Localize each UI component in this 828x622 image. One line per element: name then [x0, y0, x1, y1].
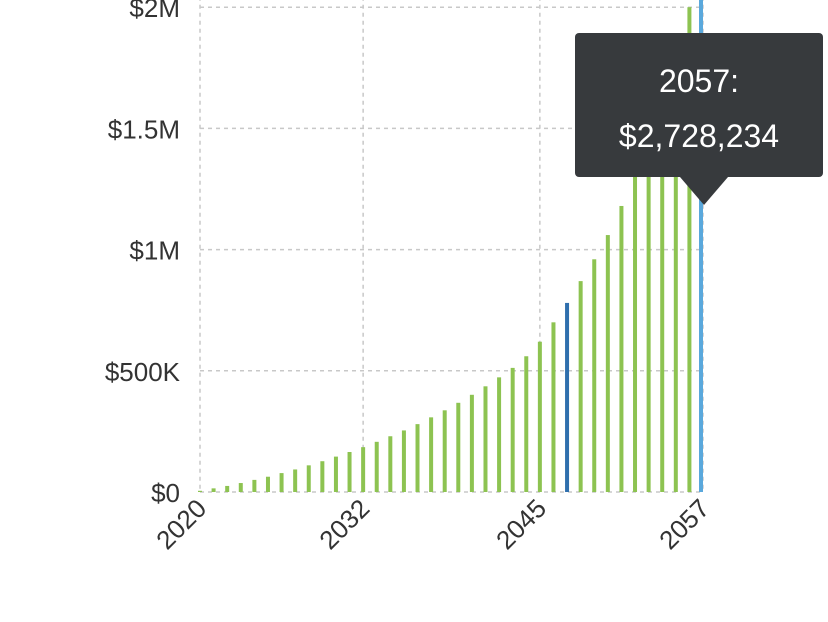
bar-2052[interactable]	[633, 174, 638, 492]
bars	[198, 0, 703, 492]
bar-2031[interactable]	[347, 452, 352, 492]
bar-2027[interactable]	[293, 469, 298, 492]
value-tooltip: 2057: $2,728,234	[575, 33, 823, 177]
x-axis-ticks: 2020 2032 2045 2057	[150, 493, 715, 555]
bar-2028[interactable]	[306, 465, 311, 492]
x-tick-label: 2057	[653, 493, 715, 555]
bar-2043[interactable]	[510, 367, 515, 492]
bar-2041[interactable]	[483, 386, 488, 492]
x-tick-label: 2032	[313, 493, 375, 555]
bar-2029[interactable]	[320, 461, 325, 492]
bar-2056[interactable]	[687, 7, 692, 492]
y-tick-label: $2M	[129, 0, 180, 23]
bar-2042[interactable]	[497, 377, 502, 492]
tooltip-value: $2,728,234	[618, 118, 780, 154]
bar-2055[interactable]	[673, 50, 678, 492]
bar-2039[interactable]	[456, 402, 461, 492]
bar-2049[interactable]	[592, 259, 597, 492]
bar-2026[interactable]	[279, 473, 284, 492]
bar-2050[interactable]	[605, 235, 610, 492]
bar-2032[interactable]	[361, 447, 366, 492]
y-tick-label: $500K	[105, 357, 181, 387]
y-tick-label: $1M	[129, 236, 180, 266]
bar-2051[interactable]	[619, 205, 624, 492]
bar-2047[interactable]	[565, 302, 570, 492]
bar-2057[interactable]	[699, 0, 703, 492]
bar-2045[interactable]	[537, 341, 542, 492]
y-tick-label: $1.5M	[108, 114, 180, 144]
bar-2021[interactable]	[211, 488, 216, 492]
tooltip-pointer	[680, 177, 728, 205]
bar-2053[interactable]	[646, 138, 651, 492]
bar-2048[interactable]	[578, 281, 583, 492]
bar-2034[interactable]	[388, 436, 393, 492]
bar-2035[interactable]	[401, 430, 406, 492]
y-axis-ticks: $0$500K$1M$1.5M$2M$2.5M	[105, 0, 181, 508]
bar-2036[interactable]	[415, 424, 420, 492]
bar-2023[interactable]	[238, 483, 243, 492]
bar-2037[interactable]	[429, 417, 434, 492]
x-tick-label: 2045	[490, 493, 552, 555]
bar-2040[interactable]	[469, 394, 474, 492]
bar-2054[interactable]	[660, 96, 665, 492]
bar-2022[interactable]	[225, 485, 230, 492]
bar-2046[interactable]	[551, 322, 556, 492]
bar-2033[interactable]	[374, 441, 379, 492]
bar-2044[interactable]	[524, 356, 529, 492]
bar-2020[interactable]	[198, 490, 202, 492]
tooltip-year: 2057:	[658, 63, 740, 99]
bar-2038[interactable]	[442, 410, 447, 492]
bar-2025[interactable]	[265, 476, 270, 492]
bar-2024[interactable]	[252, 479, 257, 492]
y-tick-label: $0	[151, 478, 180, 508]
bar-2030[interactable]	[333, 456, 338, 492]
